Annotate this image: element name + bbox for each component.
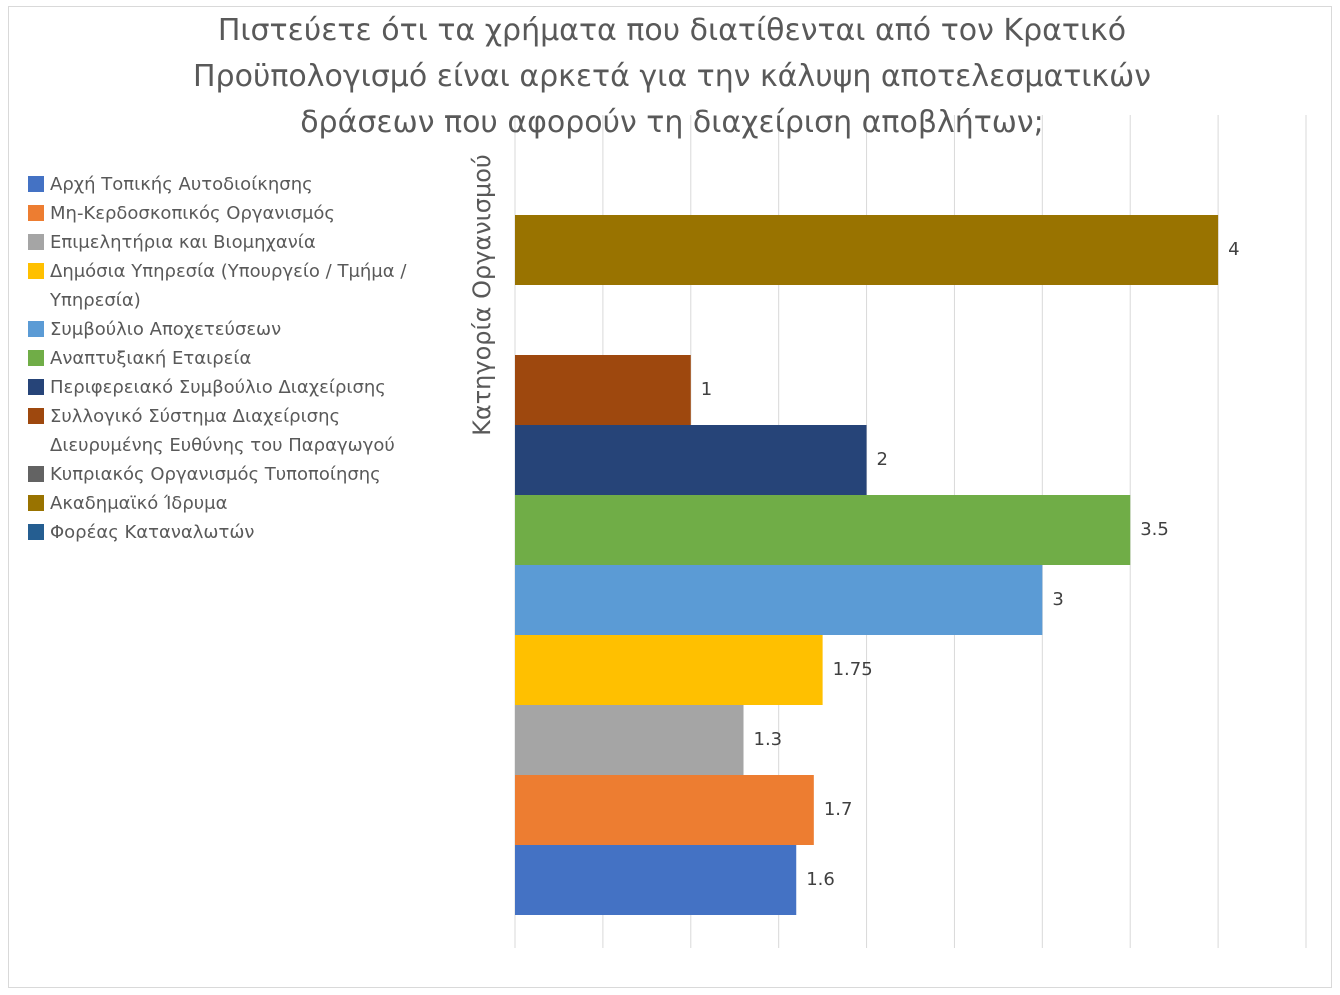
legend-label: Δημόσια Υπηρεσία (Υπουργείο / Τμήμα / Υπ… <box>50 261 407 311</box>
legend-item: Συμβούλιο Αποχετεύσεων <box>28 315 458 344</box>
legend-item: Μη-Κερδοσκοπικός Οργανισμός <box>28 199 458 228</box>
bar <box>515 355 691 425</box>
legend-swatch <box>28 321 44 337</box>
legend-label: Κυπριακός Οργανισμός Τυποποίησης <box>50 464 381 485</box>
data-label: 1.3 <box>754 729 783 750</box>
legend-label: Περιφερειακό Συμβούλιο Διαχείρισης <box>50 377 386 398</box>
legend-item: Αναπτυξιακή Εταιρεία <box>28 344 458 373</box>
data-label: 3 <box>1052 589 1063 610</box>
legend-swatch <box>28 466 44 482</box>
legend-label: Επιμελητήρια και Βιομηχανία <box>50 232 316 253</box>
bar <box>515 425 867 495</box>
legend-swatch <box>28 350 44 366</box>
legend-swatch <box>28 379 44 395</box>
legend-item: Αρχή Τοπικής Αυτοδιοίκησης <box>28 170 458 199</box>
bar <box>515 705 744 775</box>
data-label: 1.75 <box>833 659 873 680</box>
legend-item: Περιφερειακό Συμβούλιο Διαχείρισης <box>28 373 458 402</box>
legend-swatch <box>28 234 44 250</box>
legend-item: Συλλογικό Σύστημα Διαχείρισης Διευρυμένη… <box>28 402 458 460</box>
legend-item: Κυπριακός Οργανισμός Τυποποίησης <box>28 460 458 489</box>
legend-label: Ακαδημαϊκό Ίδρυμα <box>50 493 228 514</box>
bar <box>515 635 823 705</box>
bar <box>515 215 1219 285</box>
data-label: 4 <box>1228 239 1239 260</box>
legend-item: Φορέας Καταναλωτών <box>28 518 458 547</box>
legend-swatch <box>28 524 44 540</box>
legend-label: Φορέας Καταναλωτών <box>50 522 255 543</box>
legend-label: Αναπτυξιακή Εταιρεία <box>50 348 252 369</box>
legend-label: Αρχή Τοπικής Αυτοδιοίκησης <box>50 174 313 195</box>
legend-swatch <box>28 176 44 192</box>
legend: Αρχή Τοπικής Αυτοδιοίκησης Μη-Κερδοσκοπικ… <box>28 170 458 547</box>
legend-swatch <box>28 263 44 279</box>
bar <box>515 775 814 845</box>
legend-item: Δημόσια Υπηρεσία (Υπουργείο / Τμήμα / Υπ… <box>28 257 458 315</box>
bar <box>515 845 797 915</box>
data-label: 1.6 <box>806 869 835 890</box>
chart-title: Πιστεύετε ότι τα χρήματα που διατίθενται… <box>193 13 1151 140</box>
bar <box>515 495 1131 565</box>
legend-label: Συμβούλιο Αποχετεύσεων <box>50 319 282 340</box>
legend-label: Μη-Κερδοσκοπικός Οργανισμός <box>50 203 335 224</box>
data-label: 3.5 <box>1140 519 1169 540</box>
data-label: 1 <box>701 379 712 400</box>
bar <box>515 565 1043 635</box>
legend-swatch <box>28 205 44 221</box>
y-axis-label: Κατηγορία Οργανισμού <box>468 154 496 436</box>
legend-swatch <box>28 408 44 424</box>
legend-item: Ακαδημαϊκό Ίδρυμα <box>28 489 458 518</box>
legend-swatch <box>28 495 44 511</box>
data-label: 1.7 <box>824 799 853 820</box>
data-label: 2 <box>877 449 888 470</box>
chart-frame <box>8 6 1332 988</box>
legend-item: Επιμελητήρια και Βιομηχανία <box>28 228 458 257</box>
legend-label: Συλλογικό Σύστημα Διαχείρισης Διευρυμένη… <box>50 406 395 456</box>
